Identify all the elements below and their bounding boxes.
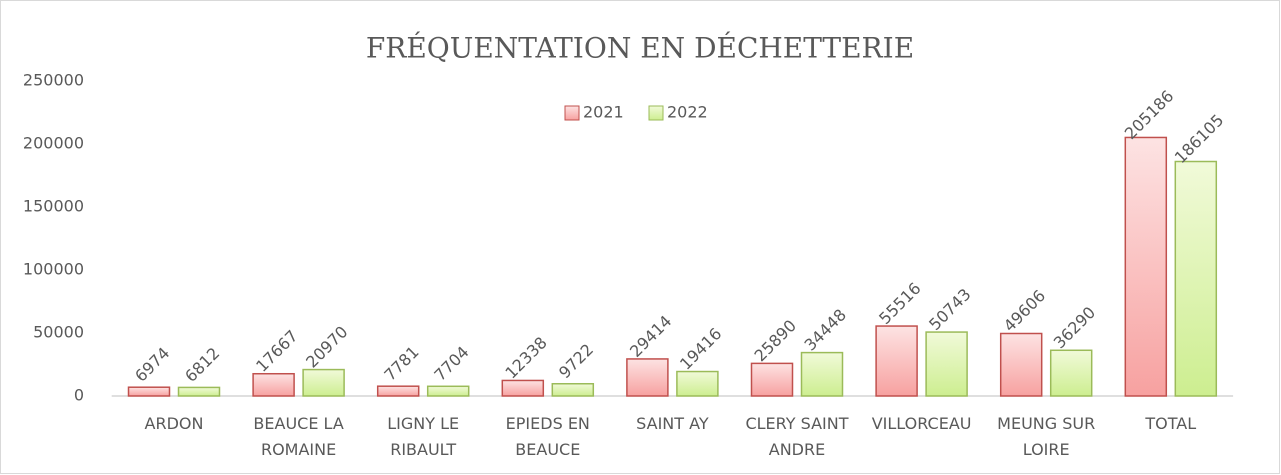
y-tick-label: 150000 bbox=[23, 197, 84, 216]
data-label: 49606 bbox=[1000, 286, 1049, 335]
data-label: 17667 bbox=[252, 326, 301, 375]
bar bbox=[1174, 160, 1218, 397]
y-tick-label: 200000 bbox=[23, 134, 84, 153]
data-label: 205186 bbox=[1121, 86, 1178, 143]
chart-title: FRÉQUENTATION EN DÉCHETTERIE bbox=[366, 32, 914, 65]
bar bbox=[626, 358, 669, 397]
data-label: 20970 bbox=[302, 322, 351, 371]
x-tick-label: LIGNY LE RIBAULT bbox=[387, 414, 460, 459]
data-label: 7781 bbox=[380, 342, 422, 384]
x-tick-label: MEUNG SUR LOIRE bbox=[997, 414, 1096, 459]
bar bbox=[750, 362, 794, 397]
bar bbox=[999, 332, 1043, 397]
y-tick-label: 0 bbox=[74, 386, 84, 405]
legend-swatch bbox=[648, 105, 664, 121]
data-label: 9722 bbox=[555, 340, 597, 382]
y-tick-label: 250000 bbox=[23, 71, 84, 90]
legend-label: 2022 bbox=[667, 103, 708, 122]
bar bbox=[1049, 349, 1093, 397]
data-label: 34448 bbox=[801, 305, 850, 354]
x-tick-label: ARDON bbox=[144, 414, 204, 433]
data-label: 25890 bbox=[751, 316, 800, 365]
data-label: 50743 bbox=[925, 285, 974, 334]
bar bbox=[376, 385, 420, 397]
x-tick-label: VILLORCEAU bbox=[871, 414, 972, 433]
bar bbox=[1124, 136, 1168, 397]
bar bbox=[676, 370, 719, 397]
legend-label: 2021 bbox=[583, 103, 624, 122]
data-label: 12338 bbox=[501, 333, 550, 382]
bar bbox=[252, 372, 295, 397]
data-label: 186105 bbox=[1171, 110, 1228, 167]
x-tick-label: CLERY SAINT ANDRE bbox=[745, 414, 849, 459]
data-label: 6974 bbox=[131, 343, 173, 385]
data-label: 7704 bbox=[430, 342, 472, 384]
bar bbox=[177, 386, 221, 397]
bar bbox=[426, 385, 470, 397]
x-tick-label: SAINT AY bbox=[636, 414, 709, 433]
data-label: 29414 bbox=[626, 312, 675, 361]
data-label: 36290 bbox=[1050, 303, 1099, 352]
bar bbox=[925, 331, 968, 397]
bar bbox=[501, 379, 545, 397]
x-tick-label: BEAUCE LA ROMAINE bbox=[253, 414, 344, 459]
y-tick-label: 100000 bbox=[23, 260, 84, 279]
bar bbox=[127, 386, 171, 397]
data-label: 55516 bbox=[875, 279, 924, 328]
y-tick-label: 50000 bbox=[33, 323, 84, 342]
x-tick-label: EPIEDS EN BEAUCE bbox=[505, 414, 590, 459]
bar bbox=[551, 383, 595, 397]
legend-swatch bbox=[564, 105, 580, 121]
bar bbox=[800, 351, 844, 397]
x-tick-label: TOTAL bbox=[1145, 414, 1197, 433]
data-label: 6812 bbox=[181, 344, 223, 386]
bar bbox=[302, 368, 345, 397]
data-label: 19416 bbox=[676, 324, 725, 373]
bar bbox=[875, 325, 918, 397]
